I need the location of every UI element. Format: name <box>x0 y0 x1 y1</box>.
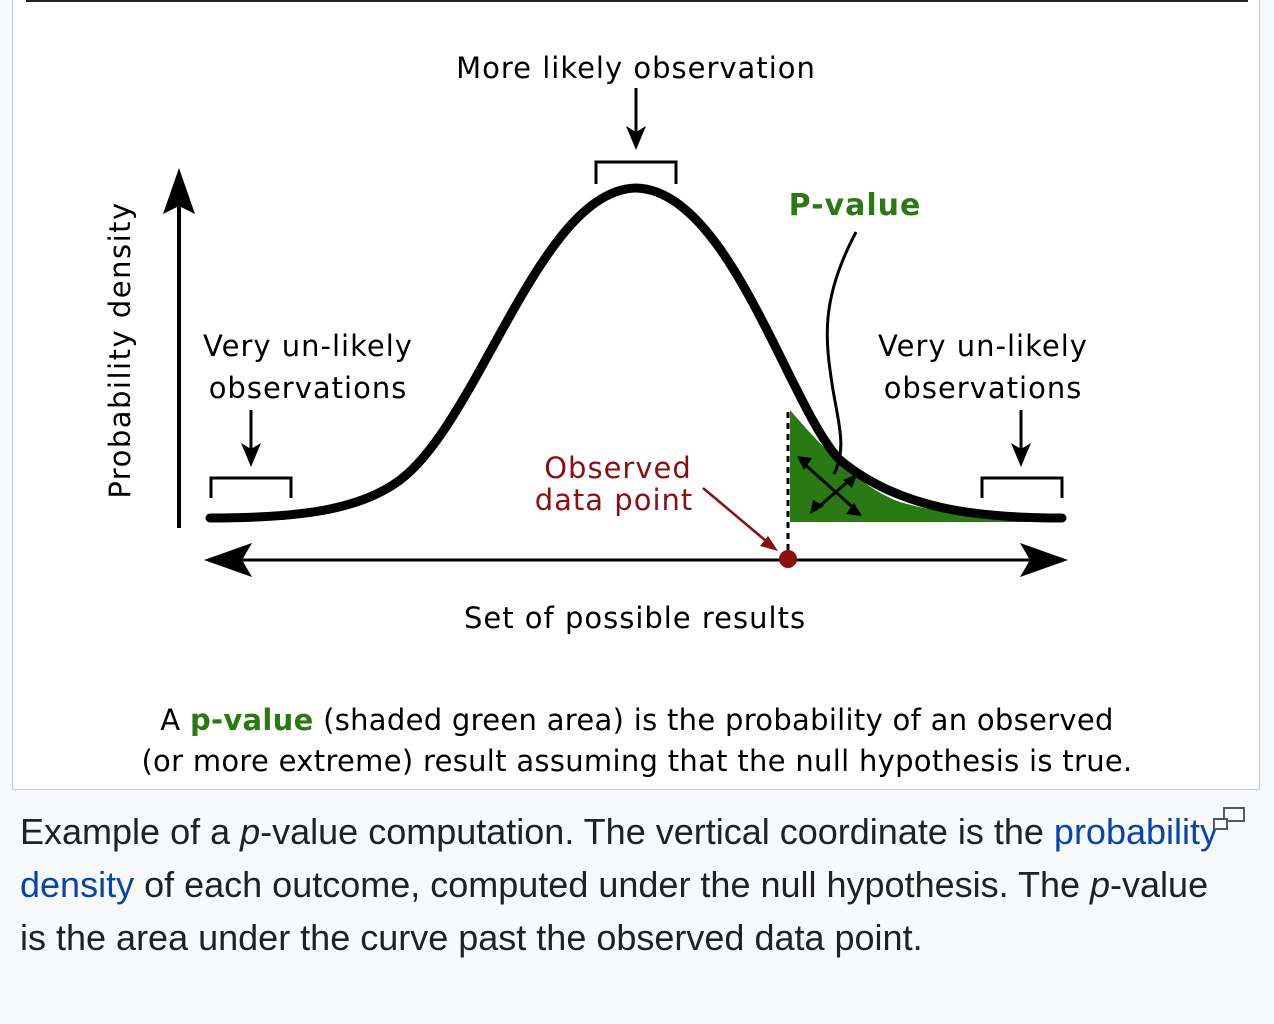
right-tail-arrow-head <box>1011 443 1031 467</box>
caption-part1: Example of a <box>20 811 241 852</box>
x-axis-right-arrowhead <box>1020 543 1068 577</box>
x-axis-label: Set of possible results <box>464 601 806 635</box>
left-tail-label-line2: observations <box>209 371 408 405</box>
observed-data-point[interactable] <box>779 550 797 568</box>
observed-label-line1: Observed <box>544 451 692 485</box>
left-tail-label-line1: Very un-likely <box>203 329 413 363</box>
caption-part4: -value is the area under the curve past … <box>20 864 1209 958</box>
figure-caption-line1: A p-value (shaded green area) is the pro… <box>0 700 1274 741</box>
top-arrow-head <box>626 126 646 150</box>
caption-p-italic-1: p <box>240 811 261 852</box>
figure-top-border <box>26 0 1248 2</box>
right-tail-label-line2: observations <box>884 371 1083 405</box>
observed-pointer-arrowhead <box>760 536 778 551</box>
left-tail-arrow-head <box>241 443 261 467</box>
figure-inline-caption: A p-value (shaded green area) is the pro… <box>0 700 1274 782</box>
caption-p-italic-2: p <box>1090 864 1111 905</box>
top-bracket <box>594 160 678 184</box>
observed-label-line2: data point <box>535 483 694 517</box>
pvalue-highlight: p-value <box>189 703 314 737</box>
pvalue-shaded-area <box>790 410 1062 522</box>
y-axis-arrowhead <box>163 168 195 214</box>
pvalue-label: P-value <box>789 188 922 223</box>
bell-curve <box>205 183 1067 523</box>
left-tail-bracket <box>209 476 293 498</box>
right-tail-label-line1: Very un-likely <box>878 329 1088 363</box>
right-tail-bracket <box>980 476 1064 498</box>
probability-density-link[interactable]: probability density <box>20 811 1219 905</box>
x-axis-left-arrowhead <box>204 543 252 577</box>
caption-prefix: A <box>160 703 190 737</box>
pvalue-diagram[interactable]: More likely observation P-value Probabil… <box>0 0 1274 700</box>
top-label: More likely observation <box>456 51 816 85</box>
pvalue-area-arrows <box>797 456 862 516</box>
y-axis-label: Probability density <box>103 201 137 498</box>
observed-pointer-line <box>702 487 773 547</box>
enlarge-icon[interactable] <box>1212 806 1246 832</box>
thumbnail-caption: Example of a p-value computation. The ve… <box>20 805 1220 964</box>
caption-part3: of each outcome, computed under the null… <box>134 864 1091 905</box>
caption-part2: -value computation. The vertical coordin… <box>260 811 1054 852</box>
pvalue-pointer-line <box>825 231 858 475</box>
figure-caption-line2: (or more extreme) result assuming that t… <box>141 744 1133 778</box>
caption-line1-rest: (shaded green area) is the probability o… <box>313 703 1114 737</box>
